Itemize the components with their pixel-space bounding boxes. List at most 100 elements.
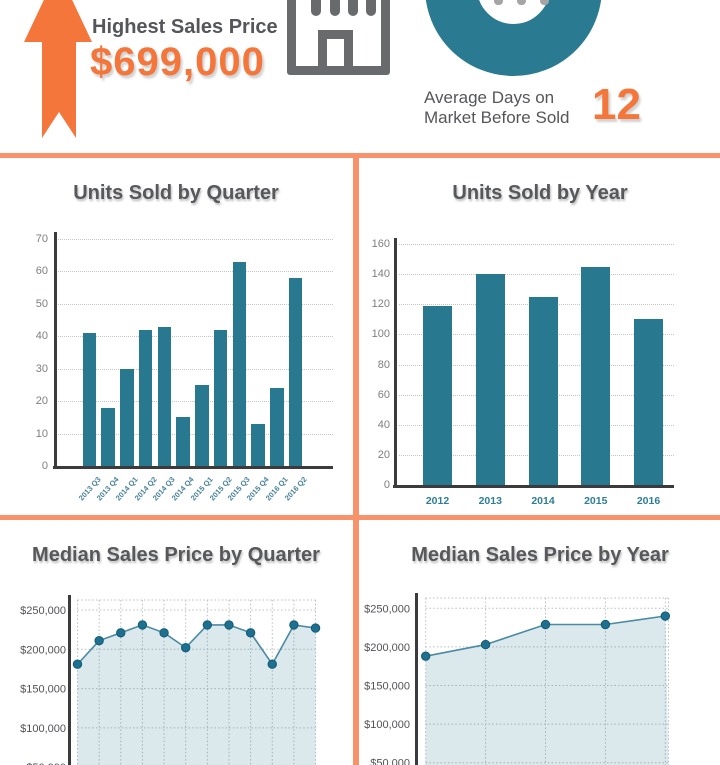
- y-axis-tick-label: 60: [35, 265, 48, 278]
- building-window-icon: [330, 0, 340, 16]
- y-axis-tick-label: 20: [35, 395, 48, 408]
- bar: [82, 333, 97, 466]
- gridline: [399, 274, 674, 276]
- bar: [176, 417, 190, 466]
- y-axis-tick-label: $50,000: [26, 762, 66, 765]
- bar: [138, 329, 153, 466]
- building-icon: [287, 0, 390, 75]
- bar: [195, 384, 209, 466]
- gridline: [399, 244, 674, 246]
- data-point: [181, 643, 191, 653]
- y-axis-tick-label: 70: [35, 232, 48, 245]
- y-axis-tick-label: $250,000: [364, 603, 410, 615]
- units-by-quarter-title: Units Sold by Quarter: [73, 182, 279, 204]
- y-axis-tick-label: $200,000: [364, 642, 410, 654]
- y-axis-tick-label: 100: [371, 328, 390, 341]
- median-price-by-year-panel: Median Sales Price by Year $250,000 $200,…: [360, 520, 720, 765]
- bar: [581, 266, 611, 485]
- y-axis-line: [393, 238, 397, 488]
- data-point: [540, 619, 551, 630]
- bar: [251, 423, 265, 466]
- bar: [270, 388, 284, 466]
- y-axis-line: [54, 232, 57, 469]
- data-point: [267, 659, 277, 669]
- clipped-icon-mark: [540, 0, 549, 5]
- median-price-by-year-plot: $250,000 $200,000 $150,000 $100,000 $50,000: [364, 593, 670, 765]
- bar: [120, 368, 134, 466]
- days-on-market-value: 12: [592, 80, 641, 129]
- bar: [288, 277, 303, 466]
- y-axis-tick-label: 40: [35, 330, 48, 343]
- bar: [528, 296, 558, 485]
- y-axis-tick-label: $100,000: [20, 723, 66, 735]
- days-label-line2: Market Before Sold: [424, 108, 570, 127]
- data-point: [116, 628, 126, 638]
- days-label-line1: Average Days on: [424, 88, 555, 107]
- building-window-icon: [366, 0, 376, 16]
- units-by-year-panel: Units Sold by Year 0 20 40 60 80 100 120 140 160…: [360, 158, 720, 515]
- y-axis-tick-label: 10: [35, 427, 48, 440]
- median-price-by-year-title: Median Sales Price by Year: [411, 544, 669, 566]
- data-point: [310, 623, 321, 633]
- median-price-by-quarter-plot: $250,000 $200,000 $150,000 $100,000 $50,000: [20, 595, 321, 765]
- gridline: [58, 336, 333, 338]
- data-point: [245, 628, 256, 638]
- clipped-icon-mark: [494, 0, 503, 5]
- data-point: [224, 620, 234, 630]
- divider-horizontal-bottom: [0, 515, 720, 520]
- area-fill: [77, 624, 316, 765]
- data-point: [420, 651, 431, 661]
- y-axis-line: [68, 595, 71, 765]
- median-price-by-quarter-chart: $250,000 $200,000 $150,000 $100,000 $50,000: [0, 520, 352, 765]
- x-axis-category-label: 2014: [531, 495, 555, 507]
- y-axis-tick-label: $150,000: [20, 684, 66, 696]
- units-by-year-title: Units Sold by Year: [452, 182, 628, 204]
- y-axis-tick-label: 20: [377, 448, 390, 461]
- median-price-by-quarter-title: Median Sales Price by Quarter: [32, 544, 320, 566]
- data-point: [480, 639, 491, 650]
- y-axis-tick-label: 160: [371, 238, 390, 251]
- median-price-by-quarter-panel: Median Sales Price by Quarter $250,000 $2…: [0, 520, 352, 765]
- data-point: [159, 628, 169, 638]
- data-point: [660, 611, 670, 621]
- median-price-by-year-chart: $250,000 $200,000 $150,000 $100,000 $50,000: [360, 520, 720, 765]
- building-window-icon: [348, 0, 358, 16]
- y-axis-tick-label: 40: [377, 418, 390, 431]
- y-axis-tick-label: 0: [41, 460, 48, 472]
- y-axis-tick-label: $100,000: [364, 719, 410, 731]
- header-section: Highest Sales Price $699,000 Average Day…: [0, 0, 720, 153]
- highest-sales-label: Highest Sales Price: [92, 16, 278, 38]
- x-axis-line: [53, 466, 333, 469]
- x-axis-line: [392, 485, 674, 488]
- y-axis-tick-label: 120: [371, 298, 390, 311]
- bar: [423, 305, 452, 485]
- donut-ring-icon: [425, 0, 602, 76]
- y-axis-tick-label: $250,000: [20, 605, 66, 617]
- units-by-quarter-chart: 0 10 20 30 40 50 60 70 2013 Q3 2013 Q4 2014 Q1 2014…: [0, 158, 352, 515]
- divider-horizontal-top: [0, 153, 720, 158]
- bar: [101, 407, 115, 466]
- y-axis-tick-label: $50,000: [370, 758, 410, 765]
- data-point: [72, 659, 83, 669]
- y-axis-tick-label: 0: [383, 479, 390, 491]
- x-axis-category-label: 2012: [425, 495, 450, 507]
- bar: [213, 329, 228, 466]
- building-window-icon: [311, 0, 321, 16]
- y-axis-tick-label: 60: [377, 388, 390, 401]
- days-on-market-label: Average Days on Market Before Sold: [424, 88, 570, 128]
- x-axis-category-label: 2015: [584, 495, 608, 507]
- data-point: [137, 620, 148, 630]
- gridline: [58, 368, 333, 370]
- y-axis-tick-label: 30: [35, 362, 48, 375]
- building-door-icon: [318, 30, 353, 66]
- gridline: [58, 271, 333, 273]
- y-axis-tick-label: 80: [377, 358, 390, 371]
- y-axis-line: [415, 593, 418, 765]
- highest-sales-value: $699,000: [90, 40, 265, 84]
- gridline: [58, 303, 333, 305]
- units-by-year-chart: 0 20 40 60 80 100 120 140 160 2012 2013 2014 2015 201…: [360, 158, 720, 515]
- y-axis-tick-label: $150,000: [364, 681, 410, 693]
- data-point: [202, 620, 213, 630]
- data-point: [600, 619, 611, 630]
